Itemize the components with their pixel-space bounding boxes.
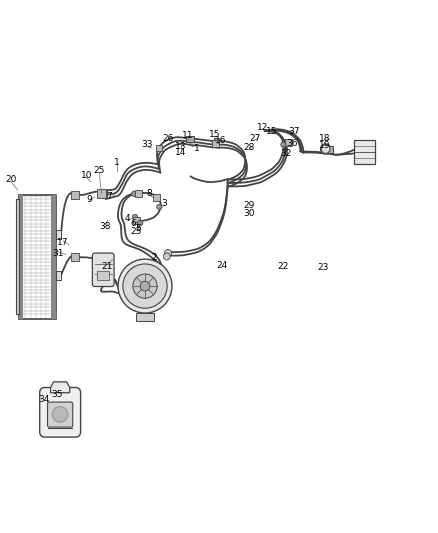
Bar	[97, 189, 106, 198]
Text: 34: 34	[39, 395, 50, 403]
Text: 17: 17	[57, 238, 69, 247]
Text: 31: 31	[52, 249, 64, 258]
Text: 18: 18	[318, 134, 330, 143]
Text: 35: 35	[51, 390, 63, 399]
Bar	[153, 194, 160, 201]
Circle shape	[133, 274, 157, 298]
Circle shape	[157, 204, 162, 209]
Bar	[19, 195, 23, 319]
Text: 1: 1	[194, 144, 200, 154]
Bar	[214, 138, 219, 144]
Text: 38: 38	[99, 222, 111, 231]
Circle shape	[321, 144, 330, 154]
FancyBboxPatch shape	[47, 402, 73, 427]
Circle shape	[131, 191, 137, 197]
Bar	[136, 313, 154, 321]
Text: 23: 23	[318, 263, 329, 272]
Text: 9: 9	[86, 195, 92, 204]
Circle shape	[52, 407, 68, 422]
Text: 10: 10	[81, 171, 92, 180]
Text: 11: 11	[182, 132, 194, 140]
Text: 15: 15	[209, 130, 220, 139]
Text: 26: 26	[162, 134, 173, 143]
Text: 8: 8	[146, 189, 152, 198]
Bar	[97, 271, 110, 279]
Text: 30: 30	[244, 209, 255, 218]
Text: 2: 2	[151, 253, 156, 262]
Text: 1: 1	[114, 158, 120, 166]
Circle shape	[165, 249, 172, 256]
Text: 33: 33	[141, 140, 153, 149]
Text: 15: 15	[265, 127, 277, 136]
Text: 27: 27	[249, 134, 260, 143]
Text: 16: 16	[215, 136, 226, 145]
Bar	[101, 189, 107, 198]
Text: 25: 25	[94, 166, 105, 175]
Text: 37: 37	[288, 127, 300, 136]
FancyBboxPatch shape	[92, 253, 114, 287]
Text: 5: 5	[136, 224, 141, 233]
Text: 7: 7	[106, 192, 112, 201]
Text: 3: 3	[162, 199, 167, 208]
Text: 25: 25	[131, 227, 142, 236]
Text: 20: 20	[5, 175, 17, 184]
Circle shape	[212, 141, 219, 147]
Circle shape	[163, 253, 170, 260]
Bar	[285, 139, 292, 146]
Text: 24: 24	[216, 261, 227, 270]
Bar	[135, 190, 142, 197]
Bar	[16, 199, 19, 314]
Bar	[186, 136, 194, 142]
Circle shape	[321, 144, 331, 154]
Text: 21: 21	[102, 262, 113, 271]
FancyBboxPatch shape	[40, 387, 81, 437]
Text: 32: 32	[280, 149, 291, 158]
Text: 4: 4	[125, 214, 131, 223]
Bar	[133, 217, 140, 224]
Text: 22: 22	[277, 262, 289, 271]
Polygon shape	[50, 382, 70, 393]
Bar	[71, 253, 79, 261]
Circle shape	[281, 142, 286, 147]
Bar	[71, 191, 79, 199]
Bar	[19, 195, 56, 319]
Text: 28: 28	[244, 143, 255, 152]
Text: 29: 29	[244, 201, 255, 210]
Circle shape	[140, 281, 150, 291]
Bar	[327, 146, 333, 154]
Circle shape	[132, 214, 138, 220]
Circle shape	[138, 220, 143, 225]
Circle shape	[118, 259, 172, 313]
Bar	[51, 195, 56, 319]
Text: 36: 36	[286, 139, 298, 148]
Bar	[56, 271, 61, 280]
Bar	[156, 144, 162, 151]
Text: 13: 13	[175, 142, 187, 151]
Circle shape	[123, 264, 167, 308]
Bar	[354, 140, 375, 164]
Text: 14: 14	[176, 148, 187, 157]
Text: 12: 12	[257, 123, 268, 132]
Bar	[212, 140, 219, 147]
Text: 19: 19	[318, 141, 330, 150]
Bar	[56, 230, 61, 239]
Text: 6: 6	[131, 220, 136, 228]
